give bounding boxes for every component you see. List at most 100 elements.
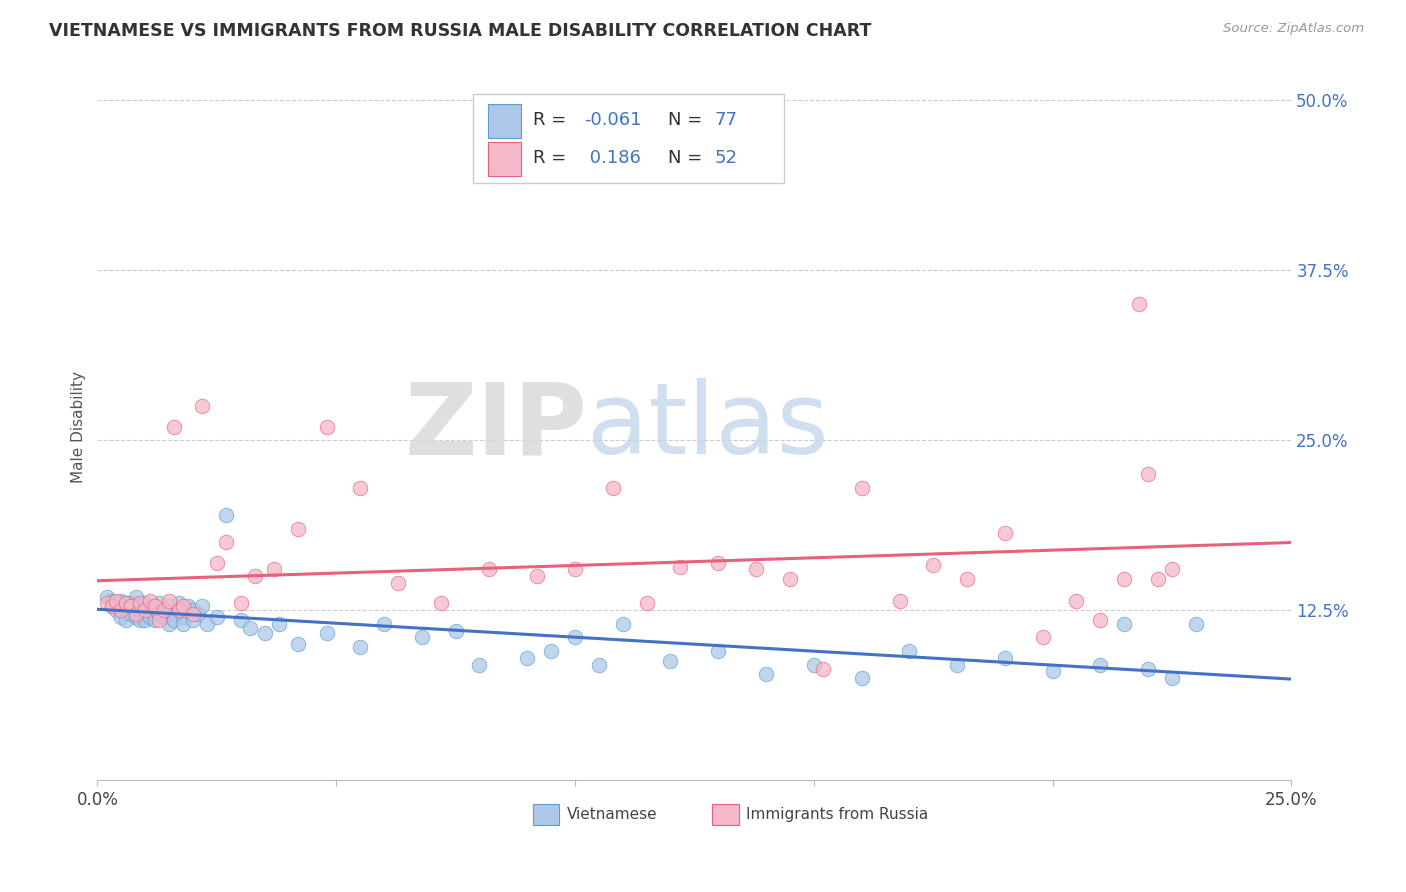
Point	[707, 644, 730, 658]
Point	[167, 596, 190, 610]
Point	[994, 650, 1017, 665]
Point	[163, 419, 186, 434]
Point	[602, 481, 624, 495]
Point	[315, 419, 337, 434]
Point	[139, 593, 162, 607]
Point	[134, 607, 156, 622]
Point	[191, 599, 214, 614]
Point	[143, 599, 166, 614]
Text: Immigrants from Russia: Immigrants from Russia	[745, 806, 928, 822]
Point	[430, 596, 453, 610]
Point	[167, 603, 190, 617]
Point	[96, 590, 118, 604]
Point	[468, 657, 491, 672]
Point	[215, 535, 238, 549]
Point	[955, 572, 977, 586]
Point	[636, 596, 658, 610]
Point	[707, 556, 730, 570]
Point	[157, 616, 180, 631]
Point	[478, 562, 501, 576]
Point	[148, 613, 170, 627]
Point	[148, 607, 170, 622]
Point	[139, 599, 162, 614]
Point	[564, 631, 586, 645]
Point	[157, 593, 180, 607]
Point	[1146, 572, 1168, 586]
Point	[387, 576, 409, 591]
Point	[120, 599, 142, 614]
Point	[267, 616, 290, 631]
Text: 77: 77	[714, 112, 738, 129]
Point	[229, 596, 252, 610]
Point	[181, 607, 204, 622]
Point	[163, 613, 186, 627]
Text: N =: N =	[668, 112, 703, 129]
Point	[148, 596, 170, 610]
Point	[803, 657, 825, 672]
Point	[612, 616, 634, 631]
Point	[110, 610, 132, 624]
Point	[172, 599, 194, 614]
Point	[1114, 616, 1136, 631]
Point	[411, 631, 433, 645]
Point	[851, 671, 873, 685]
Point	[588, 657, 610, 672]
Point	[124, 610, 146, 624]
Point	[253, 626, 276, 640]
Text: ZIP: ZIP	[404, 378, 586, 475]
Text: R =: R =	[533, 149, 567, 167]
Point	[153, 610, 176, 624]
Point	[263, 562, 285, 576]
Point	[1114, 572, 1136, 586]
Point	[157, 599, 180, 614]
Point	[115, 603, 138, 617]
Point	[1137, 467, 1160, 482]
Point	[540, 644, 562, 658]
Text: Vietnamese: Vietnamese	[567, 806, 657, 822]
Point	[564, 562, 586, 576]
Point	[100, 593, 122, 607]
Point	[779, 572, 801, 586]
Point	[373, 616, 395, 631]
Point	[1032, 631, 1054, 645]
Point	[181, 603, 204, 617]
Point	[105, 603, 128, 617]
Point	[134, 603, 156, 617]
Text: R =: R =	[533, 112, 567, 129]
Point	[129, 599, 152, 614]
Point	[813, 662, 835, 676]
Text: N =: N =	[668, 149, 703, 167]
Point	[177, 599, 200, 614]
Y-axis label: Male Disability: Male Disability	[72, 370, 86, 483]
Point	[124, 590, 146, 604]
Point	[659, 653, 682, 667]
Point	[143, 603, 166, 617]
Point	[349, 640, 371, 654]
Point	[195, 616, 218, 631]
Point	[100, 599, 122, 614]
Point	[153, 603, 176, 617]
Point	[1066, 593, 1088, 607]
Point	[1185, 616, 1208, 631]
FancyBboxPatch shape	[474, 95, 785, 183]
Point	[124, 607, 146, 622]
Point	[205, 610, 228, 624]
Point	[1042, 665, 1064, 679]
Point	[129, 613, 152, 627]
Point	[115, 613, 138, 627]
Bar	[488, 142, 522, 176]
Point	[120, 607, 142, 622]
Bar	[488, 104, 522, 138]
Point	[946, 657, 969, 672]
Point	[745, 562, 768, 576]
Point	[110, 599, 132, 614]
Point	[124, 603, 146, 617]
Bar	[713, 804, 738, 825]
Point	[239, 621, 262, 635]
Point	[851, 481, 873, 495]
Text: atlas: atlas	[586, 378, 828, 475]
Point	[1161, 671, 1184, 685]
Point	[129, 603, 152, 617]
Point	[215, 508, 238, 522]
Point	[994, 525, 1017, 540]
